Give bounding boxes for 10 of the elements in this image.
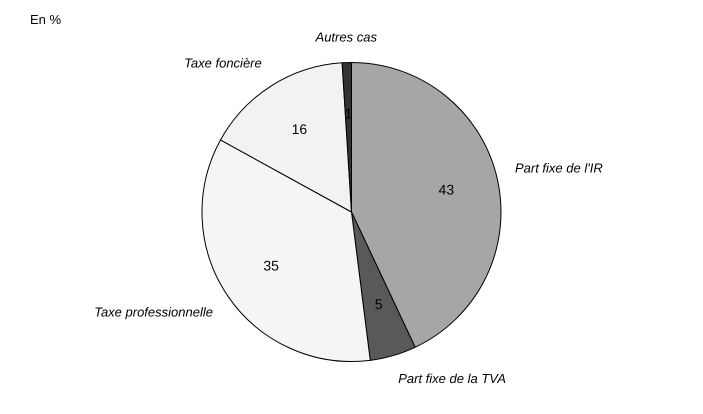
slice-label: Part fixe de la TVA bbox=[398, 370, 506, 386]
data-label: 35 bbox=[263, 257, 280, 274]
data-label: 5 bbox=[374, 296, 383, 312]
slice-label: Taxe foncière bbox=[184, 56, 262, 71]
slice-label: Taxe professionnelle bbox=[94, 304, 213, 320]
data-label: 16 bbox=[292, 120, 308, 137]
chart-title: En % bbox=[30, 12, 62, 28]
slice-label: Part fixe de l'IR bbox=[514, 160, 603, 176]
slice-label: Autres cas bbox=[314, 30, 378, 45]
data-label: 43 bbox=[438, 182, 454, 198]
